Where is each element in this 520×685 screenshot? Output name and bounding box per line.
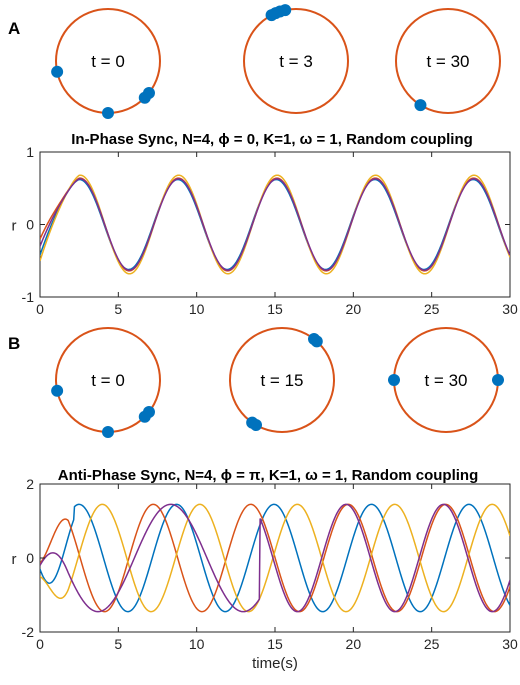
y-tick-label: -2 xyxy=(22,624,35,640)
oscillator-dot xyxy=(250,419,262,432)
y-tick-label: -1 xyxy=(22,289,35,305)
x-tick-label: 5 xyxy=(114,636,122,652)
panel-letter-b: B xyxy=(8,334,20,353)
circle-time-label: t = 0 xyxy=(91,371,125,390)
oscillator-dot xyxy=(51,384,64,397)
oscillator-dot xyxy=(51,65,64,78)
phase-circle: t = 3 xyxy=(243,4,349,114)
circle-time-label: t = 30 xyxy=(426,52,469,71)
phase-circle: t = 30 xyxy=(388,327,504,433)
y-tick-label: 0 xyxy=(26,550,34,566)
phase-circle: t = 0 xyxy=(51,8,161,119)
oscillator-dot xyxy=(142,406,155,419)
x-tick-label: 10 xyxy=(189,636,205,652)
phase-circles-a: t = 0 t = 3 t = 30 xyxy=(51,4,501,119)
unit-circle xyxy=(229,327,335,433)
x-axis-label: time(s) xyxy=(252,655,298,672)
x-tick-label: 15 xyxy=(267,636,283,652)
x-tick-label: 25 xyxy=(424,636,440,652)
plot-area xyxy=(39,151,511,298)
x-tick-label: 20 xyxy=(346,636,362,652)
y-tick-label: 2 xyxy=(26,476,34,492)
x-tick-label: 30 xyxy=(502,301,518,317)
chart-title-a: In-Phase Sync, N=4, ϕ = 0, K=1, ω = 1, R… xyxy=(71,131,473,148)
phase-circle: t = 0 xyxy=(51,327,161,438)
series-line-3 xyxy=(40,503,510,613)
x-tick-label: 0 xyxy=(36,301,44,317)
series-line-4 xyxy=(40,503,510,613)
circle-time-label: t = 30 xyxy=(424,371,467,390)
oscillator-dot xyxy=(142,87,155,100)
chart-title-b: Anti-Phase Sync, N=4, ϕ = π, K=1, ω = 1,… xyxy=(58,467,479,484)
phase-circles-b: t = 0 t = 15 t = 30 xyxy=(51,327,504,438)
circle-time-label: t = 15 xyxy=(260,371,303,390)
x-tick-label: 0 xyxy=(36,636,44,652)
series-group xyxy=(40,174,510,275)
panel-letter-a: A xyxy=(8,19,20,38)
series-group xyxy=(40,503,510,613)
oscillator-dot xyxy=(414,99,427,112)
oscillator-dot xyxy=(492,374,504,386)
x-tick-label: 10 xyxy=(189,301,205,317)
y-axis-label: r xyxy=(12,551,17,568)
phase-circle: t = 15 xyxy=(229,327,335,433)
oscillator-dot xyxy=(308,333,321,346)
x-tick-label: 25 xyxy=(424,301,440,317)
oscillator-dot xyxy=(388,374,400,386)
x-tick-label: 20 xyxy=(346,301,362,317)
series-line-3 xyxy=(40,174,510,275)
y-axis-label: r xyxy=(12,218,17,235)
y-tick-label: 0 xyxy=(26,217,34,233)
circle-time-label: t = 0 xyxy=(91,52,125,71)
series-line-4 xyxy=(40,178,510,271)
unit-circle xyxy=(243,8,349,114)
phase-circle: t = 30 xyxy=(395,8,501,114)
y-tick-label: 1 xyxy=(26,144,34,160)
x-tick-label: 15 xyxy=(267,301,283,317)
x-tick-label: 5 xyxy=(114,301,122,317)
oscillator-dot xyxy=(265,9,278,22)
x-tick-label: 30 xyxy=(502,636,518,652)
oscillator-dot xyxy=(102,426,114,438)
circle-time-label: t = 3 xyxy=(279,52,313,71)
oscillator-dot xyxy=(102,107,114,119)
unit-circle xyxy=(395,8,501,114)
